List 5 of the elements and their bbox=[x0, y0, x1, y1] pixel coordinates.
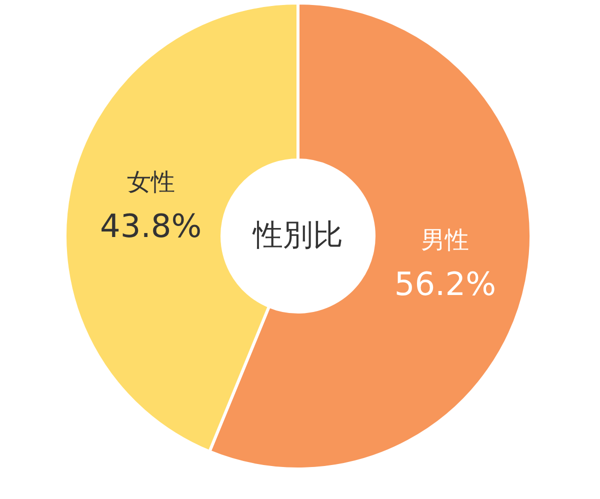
data-label: 56.2% bbox=[394, 265, 496, 304]
text: 性別比 bbox=[252, 218, 343, 253]
data-label: 43.8% bbox=[100, 206, 202, 245]
slice-label: 男性 bbox=[421, 226, 470, 254]
slice-label: 女性 bbox=[126, 168, 175, 196]
